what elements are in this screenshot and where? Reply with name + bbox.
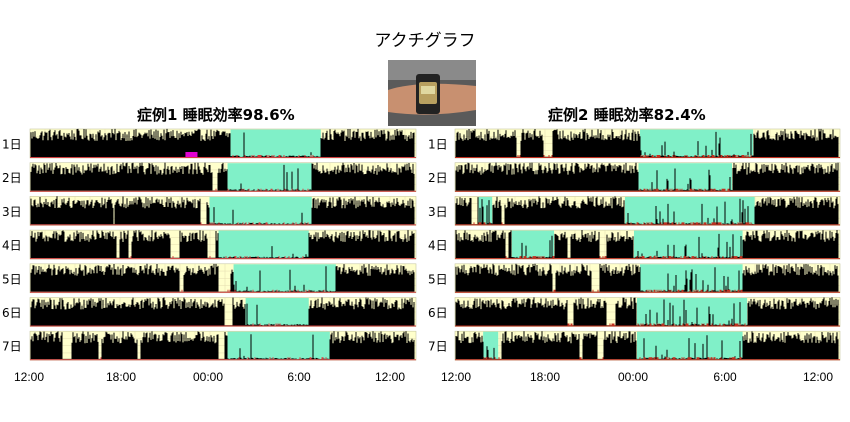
activity-trace — [30, 162, 415, 191]
wrist-actigraph-watch-photo — [388, 60, 476, 126]
sleep-band — [511, 230, 555, 259]
activity-trace-low — [639, 188, 730, 191]
sleep-band — [483, 331, 499, 360]
x-tick-label: 00:00 — [618, 370, 648, 384]
row-label: 4日 — [2, 239, 22, 253]
row-label: 1日 — [2, 138, 22, 152]
actogram-row: 7日 — [428, 330, 841, 361]
page-title: アクチグラフ — [374, 31, 476, 51]
activity-trace-low — [553, 289, 743, 292]
sleep-band — [624, 196, 755, 225]
actogram-row: 1日 — [428, 128, 841, 159]
activity-trace-low — [100, 357, 327, 360]
actogram-row: 5日 — [428, 263, 841, 294]
activity-trace-low — [567, 323, 746, 326]
row-label: 2日 — [2, 171, 22, 185]
chart-title-case-1: 症例1 睡眠効率98.6% — [137, 106, 295, 124]
activity-trace — [455, 196, 839, 225]
activity-trace — [455, 128, 839, 157]
activity-trace-low — [181, 289, 325, 292]
row-label: 3日 — [428, 205, 448, 219]
activity-trace-low — [483, 357, 742, 360]
activity-trace — [30, 263, 415, 292]
actogram-row: 3日 — [428, 196, 841, 226]
event-marker — [185, 152, 198, 157]
row-label: 7日 — [428, 340, 448, 354]
activity-trace — [30, 297, 415, 326]
row-label: 2日 — [428, 171, 448, 185]
sleep-band — [638, 163, 733, 192]
row-label: 7日 — [2, 340, 22, 354]
activity-trace-low — [200, 222, 309, 225]
x-tick-label: 12:00 — [441, 370, 471, 384]
watch-display — [421, 86, 435, 94]
activity-trace — [455, 230, 839, 259]
sleep-band — [230, 129, 321, 158]
sleep-band — [209, 196, 312, 225]
x-tick-label: 6:00 — [287, 370, 311, 384]
activity-trace — [30, 128, 415, 157]
row-label: 4日 — [428, 239, 448, 253]
activity-trace — [30, 230, 415, 259]
actogram-row: 4日 — [2, 229, 417, 260]
photo-wall — [388, 60, 476, 80]
watch-photo-illustration — [388, 60, 476, 126]
row-label: 6日 — [428, 306, 448, 320]
actogram-row: 3日 — [2, 196, 417, 226]
activity-trace — [455, 297, 839, 326]
activity-trace-low — [252, 323, 281, 326]
sleep-band — [233, 264, 336, 293]
row-label: 5日 — [428, 272, 448, 286]
x-tick-label: 00:00 — [193, 370, 223, 384]
row-label: 5日 — [2, 272, 22, 286]
actogram-row: 1日 — [2, 128, 417, 159]
row-label: 6日 — [2, 306, 22, 320]
actogram-row: 6日 — [2, 297, 417, 327]
sleep-band — [227, 163, 312, 192]
sleep-band — [218, 230, 309, 259]
activity-trace — [455, 263, 839, 292]
actogram-row: 7日 — [2, 330, 417, 361]
activity-trace-low — [473, 222, 752, 225]
activity-trace-low — [232, 155, 314, 157]
actogram-panel-2: 1日 2日 3日 4日 5日 6日 7日 12:00 18:00 00:00 6:00 12:00 — [428, 128, 841, 384]
actogram-row: 4日 — [428, 229, 841, 260]
actogram-row: 5日 — [2, 263, 417, 294]
activity-trace-low — [517, 155, 752, 157]
actogram-panel-1: 1日 2日 3日 4日 5日 6日 7日 12:00 18:00 00:00 6:00 12:00 — [2, 128, 417, 384]
activity-trace-low — [215, 188, 309, 191]
x-tick-label: 18:00 — [106, 370, 136, 384]
x-tick-label: 12:00 — [803, 370, 833, 384]
x-tick-label: 6:00 — [713, 370, 737, 384]
activity-trace-low — [130, 256, 304, 259]
sleep-band — [637, 298, 748, 326]
activity-trace — [30, 331, 415, 360]
actogram-row: 6日 — [428, 297, 841, 327]
sleep-band — [245, 298, 309, 326]
x-tick-label: 18:00 — [530, 370, 560, 384]
sleep-band — [478, 196, 493, 225]
actogram-row: 2日 — [2, 162, 417, 192]
sleep-band — [227, 331, 330, 360]
sleep-band — [637, 331, 743, 360]
sleep-band — [633, 230, 743, 259]
row-label: 3日 — [2, 205, 22, 219]
x-tick-label: 12:00 — [14, 370, 44, 384]
row-label: 1日 — [428, 138, 448, 152]
x-tick-label: 12:00 — [375, 370, 405, 384]
activity-trace-low — [505, 256, 743, 259]
sleep-band — [640, 129, 754, 158]
actogram-row: 2日 — [428, 162, 841, 192]
chart-title-case-2: 症例2 睡眠効率82.4% — [548, 106, 706, 124]
